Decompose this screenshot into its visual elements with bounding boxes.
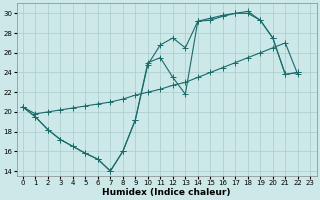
X-axis label: Humidex (Indice chaleur): Humidex (Indice chaleur) [102,188,231,197]
